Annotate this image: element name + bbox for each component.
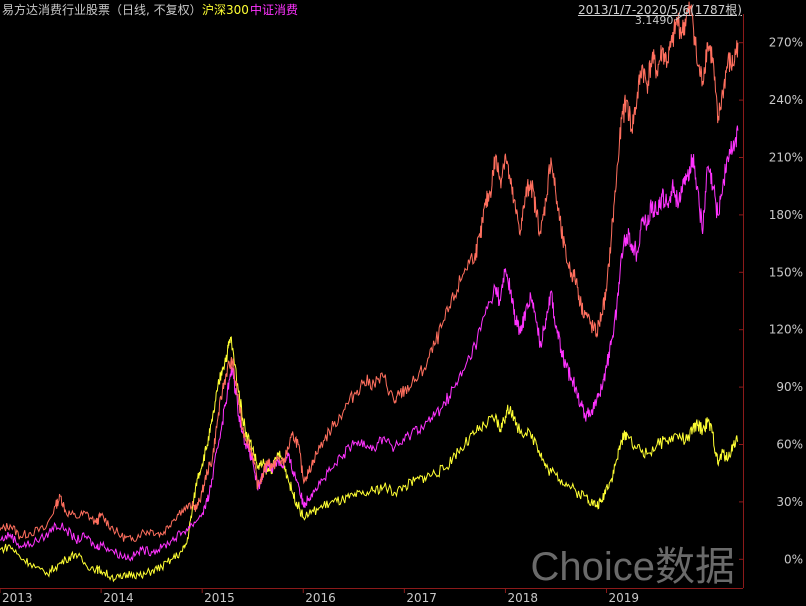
y-tick-label: 210% bbox=[769, 151, 803, 165]
y-tick-label: 0% bbox=[784, 552, 803, 566]
y-tick-label: 150% bbox=[769, 265, 803, 279]
legend-csi300[interactable]: 沪深300 bbox=[202, 3, 249, 17]
tick-labels: 0% 30% 60% 90% 120% 150% 180% 210% 240% 270% 2013 2… bbox=[2, 11, 803, 605]
x-tick-label: 2015 bbox=[204, 591, 235, 605]
x-tick-label: 2014 bbox=[103, 591, 134, 605]
y-tick-label: 180% bbox=[769, 208, 803, 222]
axes bbox=[0, 14, 744, 593]
x-tick-label: 2017 bbox=[406, 591, 437, 605]
y-tick-label: 120% bbox=[769, 323, 803, 337]
series-line-2 bbox=[0, 125, 739, 562]
series-line-1 bbox=[0, 336, 739, 583]
x-tick-label: 2019 bbox=[609, 591, 640, 605]
x-tick-label: 2016 bbox=[305, 591, 336, 605]
x-tick-label: 2013 bbox=[2, 591, 33, 605]
y-tick-label: 90% bbox=[776, 380, 803, 394]
legend-consumer-index[interactable]: 中证消费 bbox=[250, 3, 299, 17]
date-range: 2013/1/7-2020/5/6(1787根) bbox=[577, 3, 742, 17]
series-line-0 bbox=[0, 1, 739, 542]
y-tick-label: 240% bbox=[769, 93, 803, 107]
series-layer bbox=[0, 1, 739, 583]
y-tick-label: 60% bbox=[776, 438, 803, 452]
max-marker-arrow bbox=[675, 11, 688, 21]
max-value-label: 3.1490 bbox=[635, 14, 674, 27]
y-tick-label: 270% bbox=[769, 36, 803, 50]
fund-title: 易方达消费行业股票（日线, 不复权） bbox=[2, 3, 202, 17]
x-tick-label: 2018 bbox=[507, 591, 538, 605]
watermark: Choice数据 bbox=[530, 545, 735, 589]
y-tick-label: 30% bbox=[776, 495, 803, 509]
